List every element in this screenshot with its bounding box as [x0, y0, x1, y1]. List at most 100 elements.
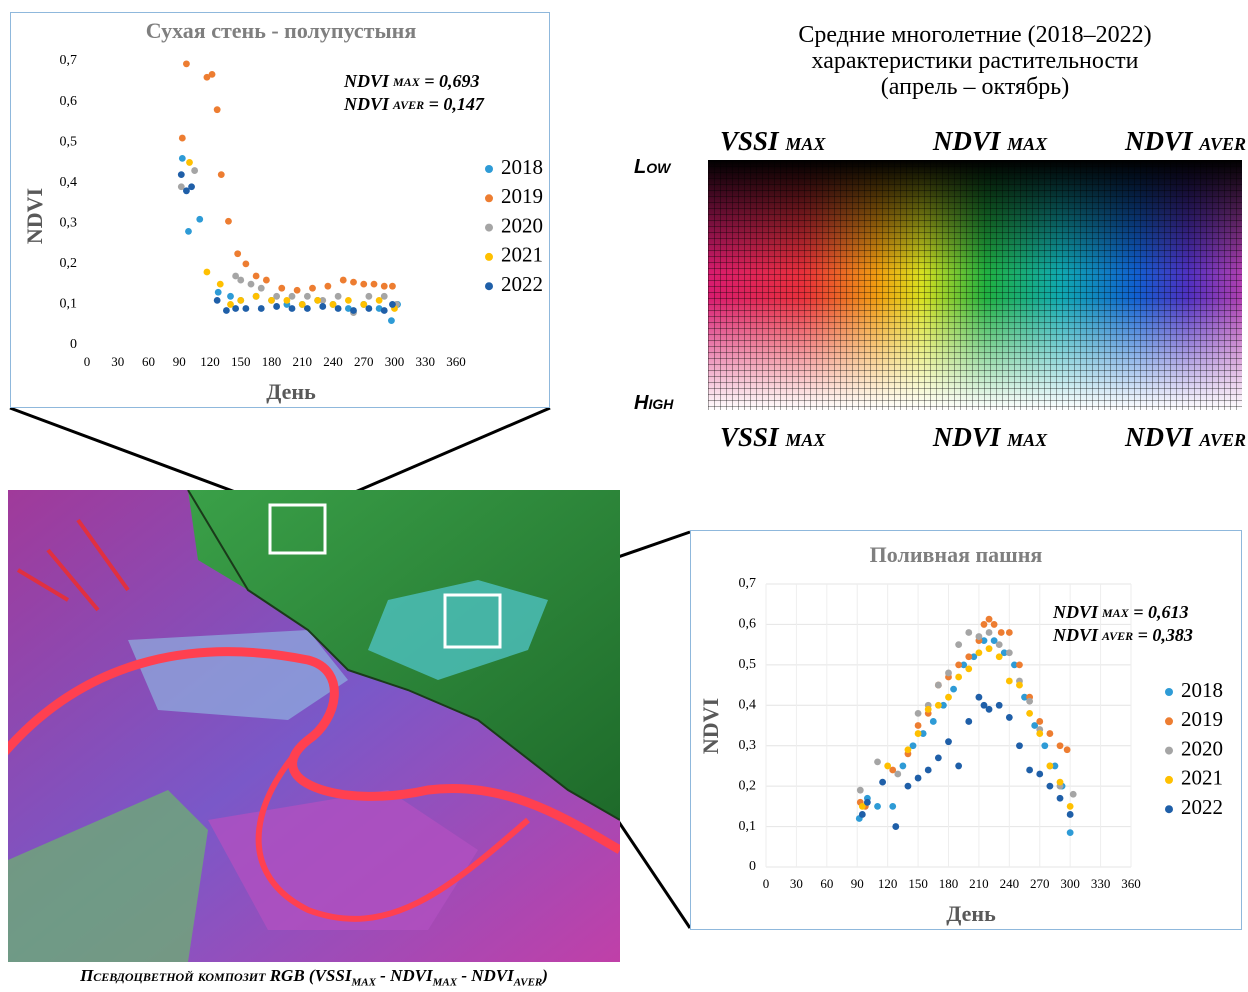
data-point [371, 281, 378, 288]
data-point [935, 682, 942, 689]
data-point [930, 718, 937, 725]
data-point [986, 645, 993, 652]
data-point [360, 281, 367, 288]
data-point [1016, 742, 1023, 749]
scale-column-label: NDVI AVER [1125, 422, 1246, 453]
caption-sub: MAX [351, 976, 375, 988]
title-line: характеристики растительности [700, 48, 1248, 74]
y-tick-label: 0,5 [60, 134, 78, 149]
x-axis-title: День [946, 901, 996, 926]
annotation-name: NDVI [1052, 625, 1099, 645]
data-point [915, 730, 922, 737]
data-point [1026, 698, 1033, 705]
legend-label: 2018 [501, 155, 543, 179]
data-point [986, 616, 993, 623]
data-point [986, 629, 993, 636]
x-tick-label: 240 [1000, 876, 1020, 891]
x-tick-label: 210 [293, 354, 313, 369]
data-point [996, 641, 1003, 648]
data-point [204, 269, 211, 276]
data-point [381, 307, 388, 314]
legend-label: 2021 [501, 243, 543, 267]
annotation-name: NDVI [1052, 602, 1099, 622]
data-point [237, 277, 244, 284]
legend-marker [1165, 805, 1173, 813]
data-point [304, 293, 311, 300]
x-tick-label: 60 [142, 354, 155, 369]
high-label: High [634, 392, 673, 415]
annotation-value: = 0,693 [420, 71, 480, 91]
data-point [1057, 742, 1064, 749]
data-point [365, 293, 372, 300]
data-point [214, 297, 221, 304]
data-point [991, 621, 998, 628]
data-point [1057, 779, 1064, 786]
x-tick-label: 300 [385, 354, 405, 369]
data-point [186, 159, 193, 166]
label-main: NDVI [933, 422, 1001, 452]
y-tick-label: 0 [749, 859, 756, 874]
data-point [1006, 714, 1013, 721]
data-point [1036, 730, 1043, 737]
y-tick-label: 0,7 [60, 53, 78, 68]
data-point [179, 155, 186, 162]
data-point [905, 746, 912, 753]
data-point [1046, 783, 1053, 790]
caption-text: - NDVI [457, 966, 514, 985]
data-point [253, 273, 260, 280]
data-point [955, 641, 962, 648]
data-point [884, 763, 891, 770]
annotation: NDVIAVER = 0,147 [343, 94, 485, 114]
data-point [214, 106, 221, 113]
data-point [217, 281, 224, 288]
data-point [996, 702, 1003, 709]
data-point [268, 297, 275, 304]
chart-title: Сухая стень - полупустыня [146, 18, 417, 43]
data-point [225, 218, 232, 225]
data-point [218, 171, 225, 178]
y-tick-label: 0,5 [739, 657, 757, 672]
data-point [945, 738, 952, 745]
annotation: NDVIMAX = 0,693 [343, 71, 479, 91]
data-point [183, 60, 190, 67]
scale-column-label: VSSI MAX [720, 422, 825, 453]
chart-title: Поливная пашня [870, 542, 1043, 567]
legend-label: 2020 [501, 213, 543, 237]
data-point [258, 305, 265, 312]
y-tick-label: 0,1 [60, 297, 78, 312]
data-point [1067, 811, 1074, 818]
legend-marker [485, 253, 493, 261]
x-tick-label: 210 [969, 876, 989, 891]
data-point [945, 670, 952, 677]
data-point [294, 287, 301, 294]
data-point [899, 763, 906, 770]
data-point [976, 694, 983, 701]
scale-column-label: NDVI MAX [890, 422, 1090, 453]
annotation-sub: AVER [392, 98, 424, 112]
data-point [935, 754, 942, 761]
data-point [350, 279, 357, 286]
data-point [986, 706, 993, 713]
x-tick-label: 240 [323, 354, 343, 369]
data-point [1026, 767, 1033, 774]
annotation-name: NDVI [343, 94, 390, 114]
data-point [945, 694, 952, 701]
data-point [278, 285, 285, 292]
data-point [1067, 829, 1074, 836]
legend-label: 2020 [1181, 736, 1223, 760]
data-point [335, 305, 342, 312]
label-sub: AVER [1199, 430, 1246, 450]
caption-text: - NDVI [376, 966, 433, 985]
y-tick-label: 0,3 [60, 216, 78, 231]
x-tick-label: 30 [111, 354, 124, 369]
data-point [965, 653, 972, 660]
data-point [1041, 742, 1048, 749]
title-line: Средние многолетние (2018–2022) [700, 22, 1248, 48]
data-point [864, 799, 871, 806]
x-tick-label: 330 [1091, 876, 1111, 891]
data-point [389, 301, 396, 308]
annotation-sub: MAX [392, 75, 421, 89]
data-point [925, 767, 932, 774]
data-point [388, 317, 395, 324]
